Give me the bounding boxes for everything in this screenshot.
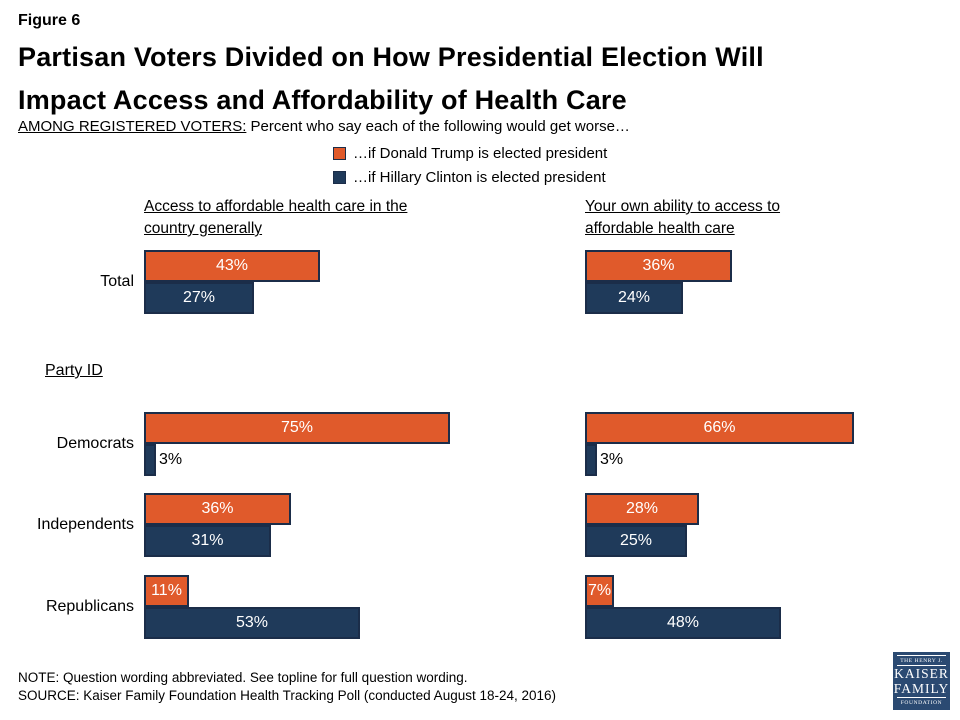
bar-value-label: 3% xyxy=(159,451,183,468)
bar-value-label: 36% xyxy=(642,257,675,274)
title-line-2: Impact Access and Affordability of Healt… xyxy=(18,85,627,115)
bar-general-independents-trump: 36% xyxy=(144,493,291,525)
bar-value-label: 53% xyxy=(235,614,269,631)
bar-value-label: 7% xyxy=(587,582,612,599)
bar-general-republicans-clinton: 53% xyxy=(144,607,360,639)
bar-value-label: 25% xyxy=(619,532,653,549)
bar-value-label: 48% xyxy=(666,614,700,631)
bar-own-total-clinton: 24% xyxy=(585,282,683,314)
bar-own-independents-clinton: 25% xyxy=(585,525,687,557)
bar-value-label: 11% xyxy=(151,582,182,599)
bar-value-label: 3% xyxy=(600,451,624,468)
bar-general-total-trump: 43% xyxy=(144,250,320,282)
legend-item-trump: …if Donald Trump is elected president xyxy=(333,141,607,165)
bar-general-republicans-trump: 11% xyxy=(144,575,189,607)
bar-value-label: 31% xyxy=(191,532,224,549)
category-label-total: Total xyxy=(100,273,134,290)
subtitle-prefix: AMONG REGISTERED VOTERS: xyxy=(18,118,247,135)
trump-swatch-icon xyxy=(333,146,346,160)
clinton-swatch-icon xyxy=(333,170,346,184)
legend-item-clinton: …if Hillary Clinton is elected president xyxy=(333,165,607,189)
title-line-1: Partisan Voters Divided on How President… xyxy=(18,42,764,72)
bar-value-label: 28% xyxy=(625,500,659,517)
bar-own-republicans-clinton: 48% xyxy=(585,607,781,639)
bar-own-democrats-clinton: 3% xyxy=(585,444,623,476)
bar-general-total-clinton: 27% xyxy=(144,282,254,314)
legend-label-clinton: …if Hillary Clinton is elected president xyxy=(353,168,606,186)
bar-general-democrats-clinton: 3% xyxy=(144,444,182,476)
bar-general-independents-clinton: 31% xyxy=(144,525,271,557)
bar-value-label: 27% xyxy=(182,289,216,306)
note-text: NOTE: Question wording abbreviated. See … xyxy=(18,670,468,685)
bar-own-democrats-trump: 66% xyxy=(585,412,854,444)
bar-value-label: 24% xyxy=(617,289,651,306)
bar-own-republicans-trump: 7% xyxy=(585,575,614,607)
bar-value-label: 43% xyxy=(215,257,249,274)
subtitle: AMONG REGISTERED VOTERS: Percent who say… xyxy=(18,118,630,135)
logo-line-kaiser: KAISER xyxy=(894,666,949,681)
category-label-democrats: Democrats xyxy=(56,435,134,452)
bar-value-label: 75% xyxy=(280,419,314,436)
bar-own-independents-trump: 28% xyxy=(585,493,699,525)
party-id-label: Party ID xyxy=(45,362,103,379)
logo-line-henry: THE HENRY J. xyxy=(897,655,946,666)
category-label-independents: Independents xyxy=(37,516,134,533)
page-title: Partisan Voters Divided on How President… xyxy=(18,36,764,122)
bar-general-democrats-trump: 75% xyxy=(144,412,450,444)
figure-number: Figure 6 xyxy=(18,12,81,29)
kff-logo: THE HENRY J. KAISER FAMILY FOUNDATION xyxy=(893,652,950,710)
logo-line-foundation: FOUNDATION xyxy=(897,697,946,706)
chart-header-left: Access to affordable health care in the … xyxy=(144,198,408,237)
legend: …if Donald Trump is elected president …i… xyxy=(333,141,607,189)
category-label-republicans: Republicans xyxy=(45,598,134,615)
subtitle-rest: Percent who say each of the following wo… xyxy=(246,118,630,135)
bar-value-label: 66% xyxy=(703,419,736,436)
bar-own-total-trump: 36% xyxy=(585,250,732,282)
logo-line-family: FAMILY xyxy=(893,681,950,696)
bar-value-label: 36% xyxy=(201,500,234,517)
source-text: SOURCE: Kaiser Family Foundation Health … xyxy=(18,688,557,703)
legend-label-trump: …if Donald Trump is elected president xyxy=(353,144,608,162)
chart-header-right: Your own ability to access to affordable… xyxy=(585,198,781,237)
